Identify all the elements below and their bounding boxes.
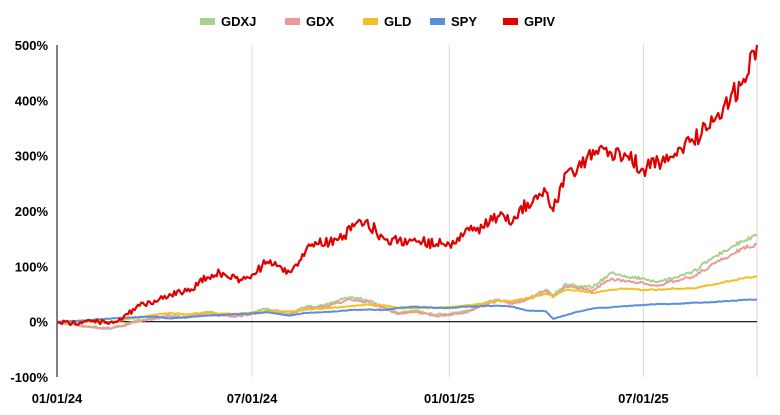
y-tick-label: 200% [15,204,49,219]
legend-item-gdxj: GDXJ [200,14,256,29]
x-tick-label: 01/01/24 [32,391,83,406]
series-line-gdx [56,242,758,330]
y-tick-label: 100% [15,259,49,274]
x-tick-label: 07/01/25 [618,391,669,406]
legend-label: GDX [306,14,335,29]
y-tick-label: 400% [15,93,49,108]
y-tick-label: 300% [15,149,49,164]
legend-label: SPY [451,14,477,29]
legend-item-gpiv: GPIV [503,14,555,29]
series-lines [56,44,759,330]
legend-label: GDXJ [221,14,256,29]
legend-swatch [430,18,445,25]
legend-label: GLD [384,14,411,29]
legend-item-gdx: GDX [285,14,335,29]
x-tick-label: 07/01/24 [227,391,278,406]
y-tick-label: 0% [29,315,48,330]
series-line-gld [56,275,758,324]
legend-item-spy: SPY [430,14,477,29]
legend-label: GPIV [524,14,555,29]
series-line-gdxj [56,233,758,330]
legend-item-gld: GLD [363,14,411,29]
series-line-gpiv [56,44,759,327]
series-line-spy [57,298,758,323]
legend: GDXJ GDX GLD SPY GPIV [200,14,555,29]
legend-swatch [503,18,518,25]
x-tick-label: 01/01/25 [424,391,475,406]
legend-swatch [285,18,300,25]
y-axis-ticks: -100% 0% 100% 200% 300% 400% 500% [10,38,48,385]
y-tick-label: -100% [10,370,48,385]
legend-swatch [200,18,215,25]
y-tick-label: 500% [15,38,49,53]
x-axis-ticks: 01/01/24 07/01/24 01/01/25 07/01/25 [32,391,669,406]
legend-swatch [363,18,378,25]
gridlines [56,45,758,377]
